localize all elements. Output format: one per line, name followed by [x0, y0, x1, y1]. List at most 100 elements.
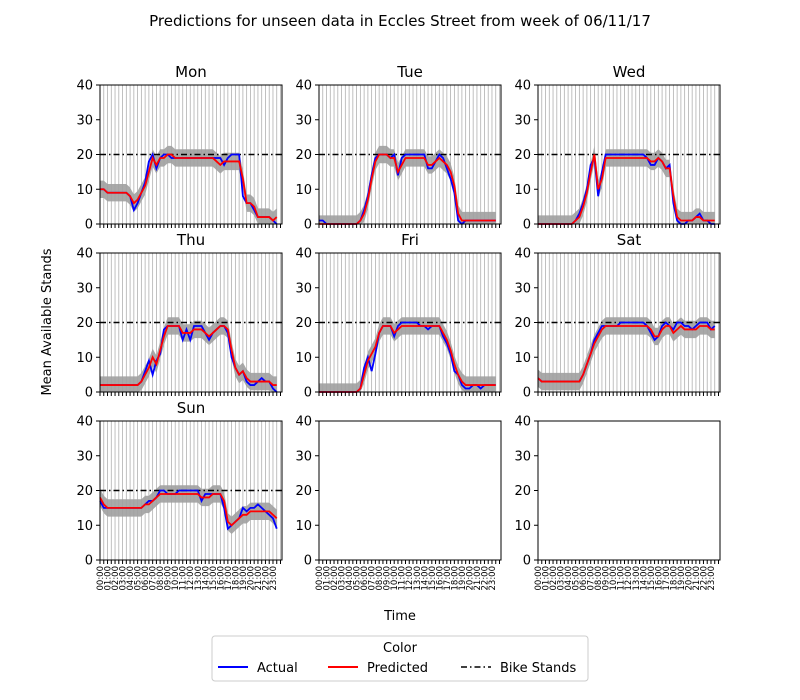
- y-tick-label: 40: [514, 247, 531, 262]
- x-tick-label: 22:00: [699, 566, 709, 591]
- legend-label-actual: Actual: [257, 661, 298, 676]
- x-tick-label: 14:00: [420, 566, 430, 591]
- y-tick-label: 10: [514, 183, 531, 198]
- x-tick-label: 08:00: [156, 566, 166, 591]
- x-tick-label: 03:00: [338, 566, 348, 591]
- chart-title: Predictions for unseen data in Eccles St…: [149, 12, 651, 30]
- y-tick-label: 20: [295, 484, 312, 499]
- x-tick-label: 06:00: [579, 566, 589, 591]
- y-tick-label: 10: [514, 351, 531, 366]
- x-tick-label: 13:00: [413, 566, 423, 591]
- y-tick-label: 20: [295, 316, 312, 331]
- panel-title: Mon: [175, 63, 207, 81]
- x-tick-label: 14:00: [201, 566, 211, 591]
- y-tick-label: 20: [76, 316, 93, 331]
- x-tick-label: 18:00: [450, 566, 460, 591]
- panel-tue: 0 10 20 30 40 Tue: [295, 63, 502, 233]
- x-tick-label: 22:00: [480, 566, 490, 591]
- y-tick-label: 30: [76, 449, 93, 464]
- x-tick-label: 02:00: [330, 566, 340, 591]
- x-tick-label: 22:00: [261, 566, 271, 591]
- x-tick-label: 18:00: [231, 566, 241, 591]
- x-tick-label: 16:00: [654, 566, 664, 591]
- y-tick-label: 40: [295, 79, 312, 94]
- x-tick-label: 09:00: [383, 566, 393, 591]
- x-tick-label: 17:00: [662, 566, 672, 591]
- y-tick-label: 10: [514, 519, 531, 534]
- series-predicted: [537, 324, 715, 383]
- y-tick-label: 0: [523, 386, 531, 401]
- legend-box: [211, 635, 589, 682]
- x-tick-label: 20:00: [246, 566, 256, 591]
- panel-title: Thu: [176, 231, 205, 249]
- panel-sun: 01020304000:0001:0002:0003:0004:0005:000…: [76, 399, 283, 591]
- x-tick-label: 23:00: [488, 566, 498, 591]
- x-tick-label: 05:00: [353, 566, 363, 591]
- panel-mon: 0 10 20 30 40 Mon: [76, 63, 283, 233]
- series-predicted: [99, 493, 278, 527]
- x-tick-label: 17:00: [224, 566, 234, 591]
- x-tick-label: 19:00: [677, 566, 687, 591]
- x-tick-label: 20:00: [465, 566, 475, 591]
- x-tick-label: 04:00: [345, 566, 355, 591]
- y-tick-label: 40: [295, 415, 312, 430]
- x-tick-label: 21:00: [473, 566, 483, 591]
- panel-fri: 0 10 20 30 40 Fri: [295, 231, 502, 401]
- x-tick-label: 12:00: [624, 566, 634, 591]
- x-tick-label: 10:00: [390, 566, 400, 591]
- axes-frame: [318, 420, 502, 561]
- x-tick-label: 07:00: [587, 566, 597, 591]
- y-tick-label: 30: [295, 449, 312, 464]
- panel-grid: 0 10 20 30 40 Mon 0 10 20 30 40 Tue 0 10 20 30 40 Wed 0 10 2…: [76, 63, 721, 591]
- y-tick-label: 30: [514, 281, 531, 296]
- x-tick-label: 14:00: [639, 566, 649, 591]
- x-tick-label: 00:00: [315, 566, 325, 591]
- x-tick-label: 16:00: [435, 566, 445, 591]
- panel-empty-7: 01020304000:0001:0002:0003:0004:0005:000…: [295, 415, 502, 591]
- y-tick-label: 30: [76, 113, 93, 128]
- y-tick-label: 0: [304, 554, 312, 569]
- y-tick-label: 0: [85, 554, 93, 569]
- y-tick-label: 0: [85, 218, 93, 233]
- y-tick-label: 30: [295, 113, 312, 128]
- x-tick-label: 13:00: [632, 566, 642, 591]
- x-tick-label: 06:00: [360, 566, 370, 591]
- panel-title: Sat: [617, 231, 642, 249]
- x-tick-label: 02:00: [549, 566, 559, 591]
- series-predicted: [100, 325, 277, 386]
- y-tick-label: 20: [295, 148, 312, 163]
- axes-frame: [537, 420, 721, 561]
- x-tick-label: 17:00: [443, 566, 453, 591]
- x-tick-label: 02:00: [111, 566, 121, 591]
- y-tick-label: 10: [76, 183, 93, 198]
- x-tick-label: 07:00: [149, 566, 159, 591]
- x-tick-label: 19:00: [458, 566, 468, 591]
- panel-wed: 0 10 20 30 40 Wed: [514, 63, 721, 233]
- x-tick-label: 19:00: [239, 566, 249, 591]
- y-tick-label: 30: [514, 113, 531, 128]
- x-tick-label: 00:00: [534, 566, 544, 591]
- y-tick-label: 40: [514, 79, 531, 94]
- legend-label-bike-stands: Bike Stands: [500, 661, 577, 676]
- x-tick-label: 01:00: [323, 566, 333, 591]
- panel-title: Sun: [177, 399, 206, 417]
- panel-empty-8: 01020304000:0001:0002:0003:0004:0005:000…: [514, 415, 721, 591]
- y-tick-label: 40: [295, 247, 312, 262]
- y-tick-label: 0: [85, 386, 93, 401]
- y-tick-label: 10: [295, 351, 312, 366]
- x-tick-label: 11:00: [179, 566, 189, 591]
- y-axis-label: Mean Available Stands: [40, 248, 55, 395]
- y-tick-label: 30: [295, 281, 312, 296]
- x-tick-label: 20:00: [684, 566, 694, 591]
- legend-label-predicted: Predicted: [367, 661, 428, 676]
- x-tick-label: 07:00: [368, 566, 378, 591]
- x-tick-label: 09:00: [164, 566, 174, 591]
- y-tick-label: 10: [76, 519, 93, 534]
- x-tick-label: 10:00: [171, 566, 181, 591]
- y-tick-label: 20: [514, 148, 531, 163]
- x-tick-label: 15:00: [428, 566, 438, 591]
- x-tick-label: 03:00: [119, 566, 129, 591]
- panel-title: Tue: [396, 63, 423, 81]
- x-tick-label: 12:00: [186, 566, 196, 591]
- prediction-band: [100, 485, 277, 534]
